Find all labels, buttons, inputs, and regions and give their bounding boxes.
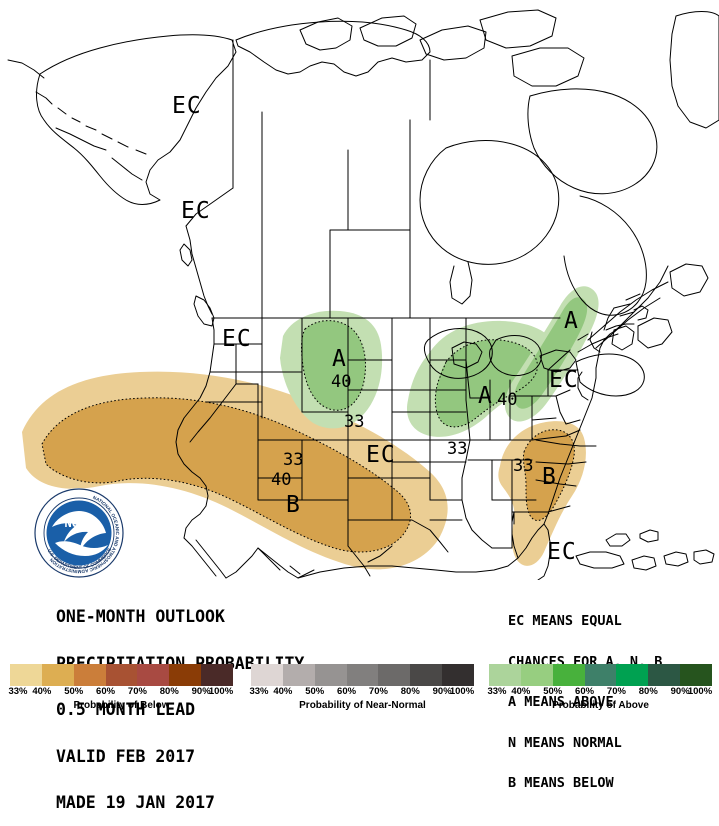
colorbar-below-tick-3: 60% [96,686,116,697]
contour-33-great-lakes: 33 [447,439,468,459]
colorbar-near-normal-tick-7: 100% [449,686,475,697]
contour-40-plains: 40 [331,372,352,392]
colorbar-near-normal-swatch-4 [378,664,411,686]
contour-40-great-lakes: 40 [497,390,518,410]
colorbar-above-tick-6: 90% [670,686,690,697]
colorbar-below-swatch-0 [10,664,42,686]
colorbar-below-swatch-5 [169,664,202,686]
colorbar-below-tick-1: 40% [32,686,52,697]
label-ec-mid-atlantic: EC [549,367,579,393]
colorbar-above-tick-5: 80% [638,686,658,697]
colorbar-near-normal-tick-3: 60% [337,686,357,697]
colorbar-below-ticks: 33% 40% 50% 60% 70% 80% 90% 100% [8,686,234,699]
colorbar-below-swatch-1 [41,664,74,686]
label-ec-pacific-northwest: EC [222,326,252,352]
colorbar-above-swatch-2 [552,664,585,686]
colorbar-near-normal-tick-6: 90% [432,686,452,697]
colorbar-above-tick-2: 50% [543,686,563,697]
title-line-product: ONE-MONTH OUTLOOK [56,607,225,626]
colorbar-below-tick-5: 80% [159,686,179,697]
ec-key-line-5: B MEANS BELOW [508,775,614,791]
contour-33-plains: 33 [344,412,365,432]
shading-layer [22,286,599,570]
colorbar-near-normal: 33% 40% 50% 60% 70% 80% 90% 100% Probability of … [249,664,475,711]
colorbar-below-swatch-3 [105,664,138,686]
label-b-southwest: B [286,492,301,518]
colorbar-below-swatch-2 [73,664,106,686]
colorbar-near-normal-swatches [251,664,474,686]
shade-below-40-southwest [42,397,411,552]
label-a-northeast: A [564,308,579,334]
shade-above-40-northeast [514,297,588,409]
colorbar-near-normal-swatch-6 [442,664,474,686]
label-b-southeast: B [542,464,557,490]
colorbar-near-normal-swatch-0 [251,664,283,686]
contour-33-southwest: 33 [283,450,304,470]
label-ec-alaska: EC [172,93,202,119]
colorbar-near-normal-tick-1: 40% [273,686,293,697]
shade-below-40-southeast [523,429,575,521]
colorbar-near-normal-tick-5: 80% [400,686,420,697]
colorbar-near-normal-caption: Probability of Near-Normal [299,700,426,711]
colorbar-near-normal-ticks: 33% 40% 50% 60% 70% 80% 90% 100% [249,686,475,699]
colorbar-above-swatch-3 [584,664,617,686]
noaa-logo-wordmark: NOAA [65,516,95,530]
colorbar-above-tick-4: 70% [606,686,626,697]
colorbar-above-ticks: 33% 40% 50% 60% 70% 80% 90% 100% [487,686,713,699]
colorbar-near-normal-swatch-5 [410,664,443,686]
title-line-made: MADE 19 JAN 2017 [56,793,215,812]
colorbar-below-swatches [10,664,233,686]
label-a-northern-plains: A [332,346,347,372]
colorbar-near-normal-tick-2: 50% [305,686,325,697]
colorbar-below-tick-2: 50% [64,686,84,697]
ec-key-line-4: N MEANS NORMAL [508,734,622,751]
colorbar-above-swatch-0 [489,664,521,686]
colorbar-above-swatches [489,664,712,686]
label-ec-central-plains: EC [366,442,396,468]
label-ec-british-columbia: EC [181,198,211,224]
colorbar-above-tick-7: 100% [687,686,713,697]
colorbar-near-normal-tick-0: 33% [249,686,269,697]
colorbar-above-tick-3: 60% [575,686,595,697]
title-line-valid: VALID FEB 2017 [56,746,196,766]
colorbar-near-normal-tick-4: 70% [368,686,388,697]
colorbar-near-normal-swatch-3 [346,664,379,686]
colorbar-above-swatch-6 [680,664,712,686]
coastlines-layer [7,9,719,580]
colorbar-below-tick-6: 90% [191,686,211,697]
contour-40-southwest: 40 [271,470,292,490]
colorbar-below-tick-4: 70% [127,686,147,697]
colorbar-below-caption: Probability of Below [73,700,170,711]
ec-key-line-3: A MEANS ABOVE [508,694,614,710]
colorbar-above-caption: Probability of Above [552,700,649,711]
colorbar-below-swatch-6 [201,664,233,686]
shade-above-40-great-lakes [435,339,538,427]
colorbar-above-tick-1: 40% [511,686,531,697]
noaa-logo: NOAA NATIONAL OCEANIC AND ATMOSPHERIC AD… [33,487,125,579]
colorbar-near-normal-swatch-2 [314,664,347,686]
colorbar-near-normal-swatch-1 [282,664,315,686]
ec-key-line-1: EC MEANS EQUAL [508,613,622,629]
shade-above-40-plains [301,320,366,411]
outlook-map: EC EC EC A EC B A A EC B EC 40 33 33 40 … [7,9,719,580]
colorbar-below-tick-0: 33% [8,686,28,697]
colorbar-above-swatch-4 [616,664,649,686]
colorbar-above: 33% 40% 50% 60% 70% 80% 90% 100% Probability of … [487,664,713,711]
label-a-great-lakes: A [478,383,493,409]
contour-layer [41,320,575,553]
label-ec-florida: EC [547,539,577,565]
contour-33-southeast: 33 [513,456,534,476]
colorbar-below-swatch-4 [137,664,170,686]
colorbar-above-swatch-1 [520,664,553,686]
colorbar-above-tick-0: 33% [487,686,507,697]
colorbar-below-tick-7: 100% [208,686,234,697]
colorbar-above-swatch-5 [648,664,681,686]
colorbar-below: 33% 40% 50% 60% 70% 80% 90% 100% Probability of … [8,664,234,711]
